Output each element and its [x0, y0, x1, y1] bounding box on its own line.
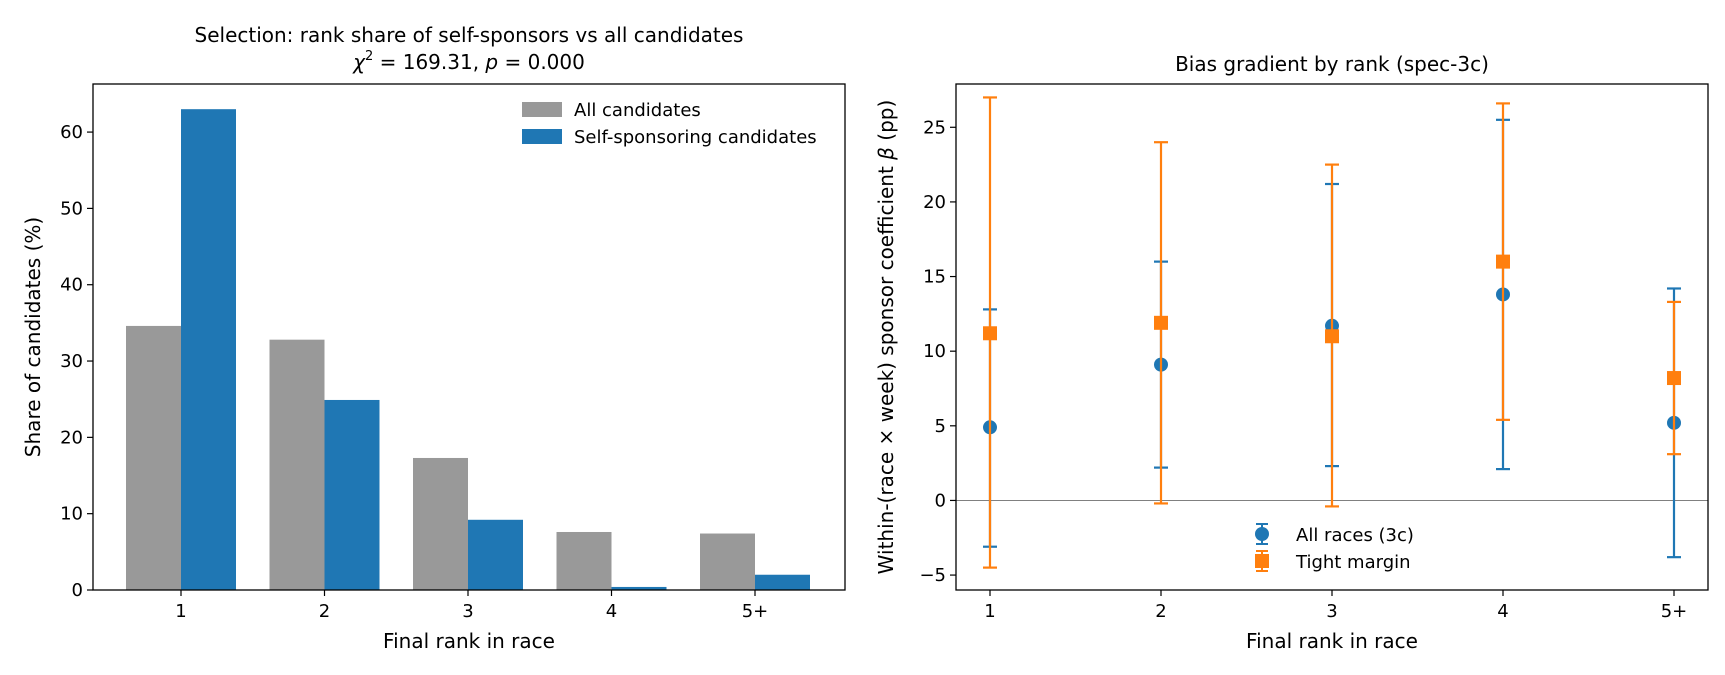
legend-swatch-self-sponsoring: [522, 129, 562, 144]
right-x-ticks: 1 2 3 4 5+: [984, 590, 1687, 622]
errorbar-tight-margin-rank-4: [1496, 102, 1510, 421]
right-x-axis-label: Final rank in race: [1246, 629, 1418, 653]
bar-self-sponsoring-rank-2: [324, 399, 380, 590]
bar-all-candidates-rank-2: [269, 339, 325, 590]
right-plot-frame: [955, 83, 1709, 591]
right-chart-title: Bias gradient by rank (spec-3c): [1175, 52, 1489, 76]
x-tick-label: 3: [462, 601, 473, 622]
point-tight-margin-rank-4: [1496, 254, 1510, 269]
bar-all-candidates-rank-3: [413, 457, 468, 590]
left-chart-title: Selection: rank share of self-sponsors v…: [195, 23, 744, 47]
y-tick-label: 0: [935, 490, 946, 511]
point-tight-margin-rank-2: [1154, 315, 1168, 330]
left-legend: All candidates Self-sponsoring candidate…: [522, 100, 817, 148]
y-tick-label: 60: [60, 122, 83, 143]
x-tick-label: 1: [984, 601, 995, 622]
x-tick-label: 4: [1497, 601, 1508, 622]
bar-all-candidates-rank-5plus: [700, 533, 755, 590]
y-tick-label: 0: [72, 580, 83, 601]
bar-self-sponsoring-rank-5plus: [755, 574, 810, 590]
legend-marker-all-races: [1255, 523, 1269, 545]
x-tick-label: 5+: [1661, 601, 1688, 622]
legend-swatch-all-candidates: [522, 102, 562, 117]
x-tick-label: 2: [319, 601, 330, 622]
left-plot-frame: [92, 83, 846, 591]
right-error-bars: [983, 96, 1681, 569]
y-tick-label: 50: [60, 198, 83, 219]
errorbar-tight-margin-rank-3: [1325, 163, 1339, 508]
errorbar-tight-margin-rank-1: [983, 96, 997, 569]
y-tick-label: 20: [60, 427, 83, 448]
x-tick-label: 3: [1326, 601, 1337, 622]
bar-self-sponsoring-rank-3: [468, 519, 523, 590]
y-tick-label: 30: [60, 351, 83, 372]
left-y-ticks: 0 10 20 30 40 50 60: [60, 122, 93, 601]
legend-label-tight-margin: Tight margin: [1295, 552, 1411, 573]
errorbar-tight-margin-rank-5plus: [1667, 300, 1681, 456]
x-tick-label: 1: [175, 601, 186, 622]
legend-label-self-sponsoring: Self-sponsoring candidates: [574, 127, 817, 148]
bar-all-candidates-rank-4: [556, 531, 612, 590]
y-tick-label: 20: [923, 192, 946, 213]
errorbar-tight-margin-rank-2: [1154, 141, 1168, 505]
x-tick-label: 5+: [742, 601, 769, 622]
bar-self-sponsoring-rank-1: [181, 109, 236, 591]
x-tick-label: 4: [606, 601, 617, 622]
left-y-axis-label: Share of candidates (%): [21, 217, 45, 457]
right-legend: All races (3c) Tight margin: [1255, 523, 1414, 573]
y-tick-label: 40: [60, 275, 83, 296]
x-tick-label: 2: [1155, 601, 1166, 622]
left-x-ticks: 1 2 3 4 5+: [175, 590, 768, 622]
right-chart: Bias gradient by rank (spec-3c) −5051015…: [874, 52, 1709, 653]
right-y-axis-label: Within-(race × week) sponsor coefficient…: [874, 100, 898, 575]
y-tick-label: 25: [923, 117, 946, 138]
bar-all-candidates-rank-1: [126, 325, 181, 590]
legend-label-all-races: All races (3c): [1296, 525, 1414, 546]
left-chart-subtitle: χ2 = 169.31, p = 0.000: [352, 49, 585, 74]
point-tight-margin-rank-3: [1325, 329, 1339, 344]
y-tick-label: 15: [923, 267, 946, 288]
bar-self-sponsoring-rank-4: [611, 586, 667, 590]
legend-label-all-candidates: All candidates: [574, 100, 701, 121]
legend-marker-tight-margin: [1255, 550, 1269, 572]
left-chart: Selection: rank share of self-sponsors v…: [21, 23, 846, 653]
y-tick-label: −5: [919, 565, 946, 586]
left-x-axis-label: Final rank in race: [383, 629, 555, 653]
y-tick-label: 5: [935, 416, 946, 437]
y-tick-label: 10: [60, 504, 83, 525]
left-bars: [126, 109, 810, 591]
point-tight-margin-rank-1: [983, 326, 997, 341]
point-tight-margin-rank-5plus: [1667, 371, 1681, 386]
right-y-ticks: −5 0 5 10 15 20 25: [919, 117, 956, 586]
y-tick-label: 10: [923, 341, 946, 362]
